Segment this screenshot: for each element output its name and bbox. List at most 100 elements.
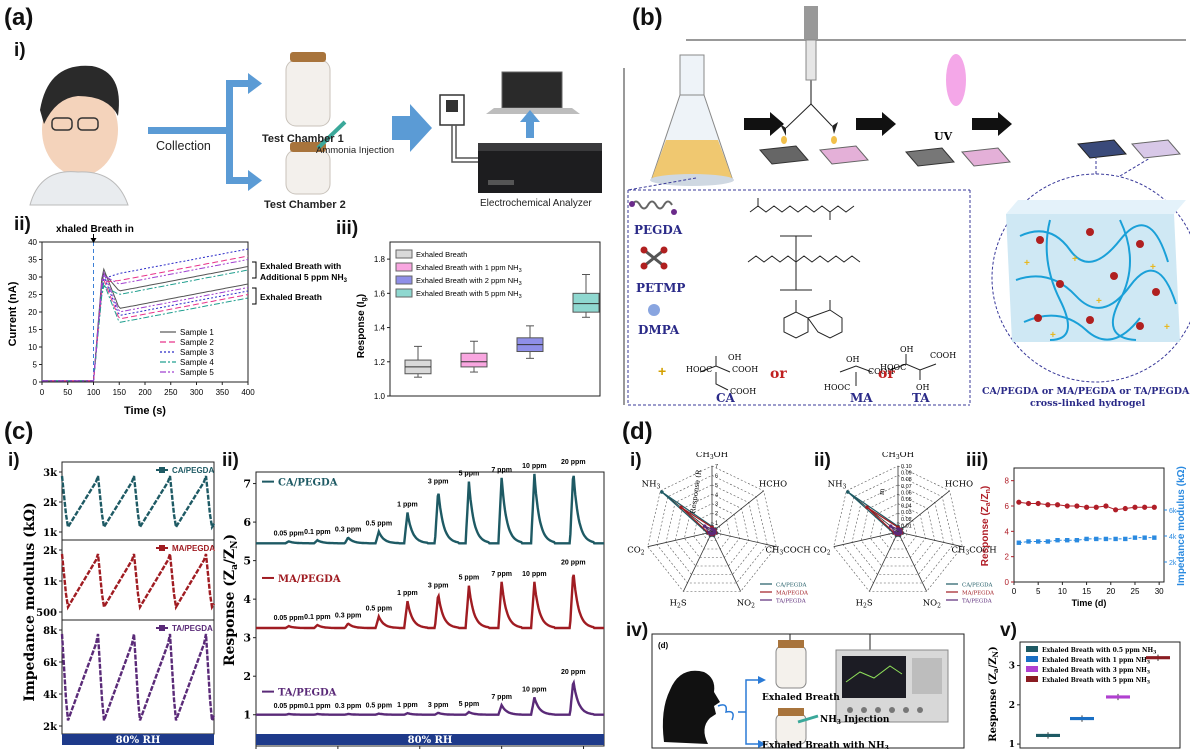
flask-illustration — [650, 54, 734, 186]
c-i-series-line — [60, 553, 216, 611]
c-i-series-line — [60, 475, 216, 531]
c-i-ytick: 1k — [43, 528, 58, 539]
c-ii-ppm-label: 3 ppm — [428, 478, 449, 485]
exhaled-breath-in-label: xhaled Breath in — [56, 224, 134, 235]
panel-d-v-label: v) — [1000, 620, 1017, 641]
d-iii-impedance-point — [1142, 535, 1147, 540]
c-ii-ppm-label: 0.1 ppm — [304, 614, 330, 621]
d-iii-response-point — [1132, 504, 1138, 510]
d-v-legend-item: Exhaled Breath with 1 ppm NH3 — [1042, 657, 1150, 666]
d-v-legend-swatch — [1026, 646, 1038, 652]
d-iii-response-point — [1074, 503, 1080, 509]
d-iii-response-point — [1045, 502, 1051, 508]
a-ii-xtick: 100 — [87, 388, 101, 397]
a-iii-ytick: 1.4 — [374, 324, 386, 333]
c-ii-ppm-label: 5 ppm — [459, 575, 480, 582]
a-ii-ytick: 0 — [33, 378, 38, 387]
annot-bottom: Exhaled Breath — [260, 292, 322, 302]
a-iii-legend-item: Exhaled Breath — [416, 250, 467, 259]
annot-top-1: Exhaled Breath with — [260, 261, 341, 271]
d-iii-xtick: 5 — [1036, 587, 1041, 596]
a-ii-series-line — [42, 248, 249, 382]
svg-text:+: + — [1164, 322, 1170, 333]
d-v-box — [1146, 656, 1170, 660]
radar-axis-label: HCHO — [759, 479, 787, 489]
radar-point — [707, 530, 712, 535]
a-ii-xtick: 300 — [190, 388, 204, 397]
svg-text:+: + — [1096, 296, 1102, 307]
c-i-ytick: 3k — [43, 468, 58, 479]
d-iii-ytick-left: 0 — [1005, 578, 1010, 587]
c-ii-ppm-label: 0.3 ppm — [335, 527, 361, 534]
d-iii-response-point — [1054, 502, 1061, 508]
svg-text:HOOC: HOOC — [824, 383, 850, 392]
c-ii-ppm-label: 7 ppm — [491, 694, 512, 701]
c-ii-series-line — [256, 678, 604, 716]
c-i-rh-label: 80% RH — [116, 735, 161, 746]
d-iii-response-point — [1083, 504, 1090, 510]
a-ii-ytick: 30 — [28, 273, 37, 282]
c-ii-ppm-label: 0.1 ppm — [304, 529, 330, 536]
test-chamber-1-jar — [285, 52, 331, 127]
svg-text:Exhaled Breath with NH3: Exhaled Breath with NH3 — [762, 741, 889, 749]
d-iii-response-point — [1064, 503, 1070, 509]
d-iii-impedance-point — [1016, 540, 1022, 545]
c-i-legend-item: CA/PEGDA — [172, 466, 214, 475]
radar-rtick: 0.04 — [901, 504, 912, 510]
d-v-legend-swatch — [1026, 666, 1038, 672]
panel-d-ii-radar: CH3OH HCHO CH3COCH NO2 H2S CO2 NH3 0.010.020.03… — [813, 452, 996, 609]
c-i-ytick: 4k — [43, 690, 58, 701]
d-iii-impedance-point — [1035, 539, 1041, 544]
c-i-ytick: 8k — [43, 626, 58, 637]
d-iii-ylabel-left: Response (Z — [980, 506, 991, 566]
c-ii-ppm-label: 0.1 ppm — [304, 703, 330, 710]
c-ii-series-line — [256, 574, 604, 630]
d-iii-impedance-point — [1074, 538, 1080, 543]
woman-silhouette-illustration — [662, 670, 720, 744]
radar-rtick: 3 — [715, 502, 718, 508]
a-ii-ytick: 35 — [28, 256, 37, 265]
c-i-ytick: 6k — [43, 658, 58, 669]
c-ii-ppm-label: 10 ppm — [522, 571, 547, 578]
svg-text:+: + — [658, 363, 666, 379]
radar-axis-label: CH3OH — [882, 452, 914, 461]
svg-text:COOH: COOH — [868, 367, 894, 376]
a-ii-xtick: 50 — [63, 388, 72, 397]
c-ii-ppm-label: 3 ppm — [428, 582, 449, 589]
d-iii-response-point — [1093, 504, 1099, 510]
c-ii-ppm-label: 0.05 ppm — [274, 530, 304, 537]
d-iv-exhaled-nh3-label: Exhaled Breath with NH — [762, 741, 885, 749]
a-ii-xtick: 200 — [138, 388, 152, 397]
panel-a-ii-label: ii) — [14, 214, 31, 235]
uv-label: UV — [934, 130, 953, 143]
d-iii-response-point — [1016, 499, 1022, 505]
c-i-ytick: 500 — [36, 608, 57, 619]
d-iii-response-point — [1122, 505, 1128, 512]
test-chamber-2-label: Test Chamber 2 — [264, 199, 346, 211]
d-iii-ytick-right: 6k — [1169, 508, 1177, 515]
c-ii-legend-item: TA/PEGDA — [278, 688, 337, 699]
d-iii-ytick-left: 4 — [1005, 527, 1010, 536]
a-ii-series-line — [42, 269, 249, 382]
d-iii-impedance-point — [1132, 535, 1138, 540]
panel-d-letter: (d) — [622, 418, 653, 445]
d-iii-impedance-point — [1094, 536, 1099, 542]
radar-point — [865, 505, 869, 510]
a-iii-box — [572, 292, 600, 313]
svg-text:Additional 5 ppm NH3: Additional 5 ppm NH3 — [260, 272, 348, 284]
a-ii-series-line — [42, 259, 249, 382]
d-v-legend-item: Exhaled Breath with 5 ppm NH3 — [1042, 677, 1150, 686]
d-iii-xtick: 15 — [1082, 587, 1091, 596]
d-iii-ytick-left: 8 — [1005, 477, 1010, 486]
c-ii-ppm-label: 5 ppm — [459, 701, 480, 708]
a-ii-ylabel: Current (nA) — [7, 281, 19, 346]
d-iv-nh3-label: NH — [820, 715, 837, 725]
d-iii-impedance-point — [1065, 538, 1070, 543]
radar-axis-label: CH3COCH — [765, 545, 810, 556]
d-iii-response-point — [1151, 504, 1157, 510]
c-ii-ppm-label: 1 ppm — [397, 590, 418, 597]
radar-point — [888, 524, 893, 528]
a-iii-legend-item: Exhaled Breath with 2 ppm NH3 — [416, 276, 522, 287]
a-iii-legend-item: Exhaled Breath with 1 ppm NH3 — [416, 263, 522, 274]
panel-a-iii-chart: 1.0 1.2 1.4 1.6 1.8 Exhaled Breath Exhaled Br… — [356, 241, 601, 401]
